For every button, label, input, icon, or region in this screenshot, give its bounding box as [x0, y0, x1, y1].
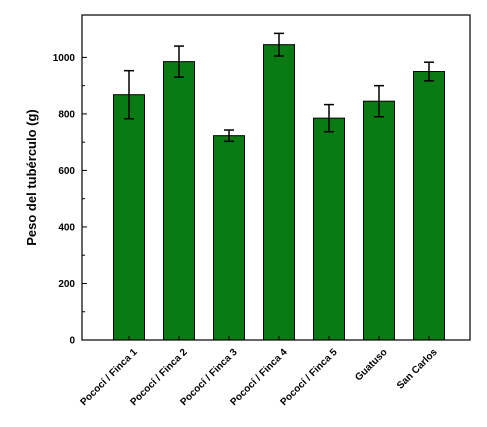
y-tick-label-1: 200	[58, 279, 75, 290]
error-bar-1	[124, 69, 134, 120]
error-bar-3	[224, 129, 234, 143]
y-tick-label-0: 0	[69, 336, 75, 347]
error-bar-2	[174, 45, 184, 78]
bars-layer	[113, 44, 445, 341]
x-tick-label-7: San Carlos	[395, 347, 440, 392]
bar-7	[413, 71, 445, 341]
y-axis-ticks: 0 200 400 600 800 1000	[53, 53, 87, 347]
plot-frame	[81, 14, 471, 341]
x-tick-label-6: Guatuso	[353, 347, 389, 383]
error-bar-4	[274, 32, 284, 57]
bar-6	[363, 100, 395, 341]
bar-2	[163, 61, 195, 341]
y-tick-label-3: 600	[58, 166, 75, 177]
error-bar-5	[324, 103, 334, 133]
error-bar-6	[374, 84, 384, 118]
bar-4	[263, 44, 295, 341]
y-tick-label-2: 400	[58, 222, 75, 233]
bar-1	[113, 94, 145, 341]
bar-3	[213, 135, 245, 341]
error-bar-7	[424, 61, 434, 82]
y-tick-label-4: 800	[58, 109, 75, 120]
y-axis-title: Peso del tubérculo (g)	[24, 109, 39, 246]
bar-5	[313, 117, 345, 341]
y-tick-label-5: 1000	[53, 53, 76, 64]
error-bars-layer	[124, 32, 434, 143]
